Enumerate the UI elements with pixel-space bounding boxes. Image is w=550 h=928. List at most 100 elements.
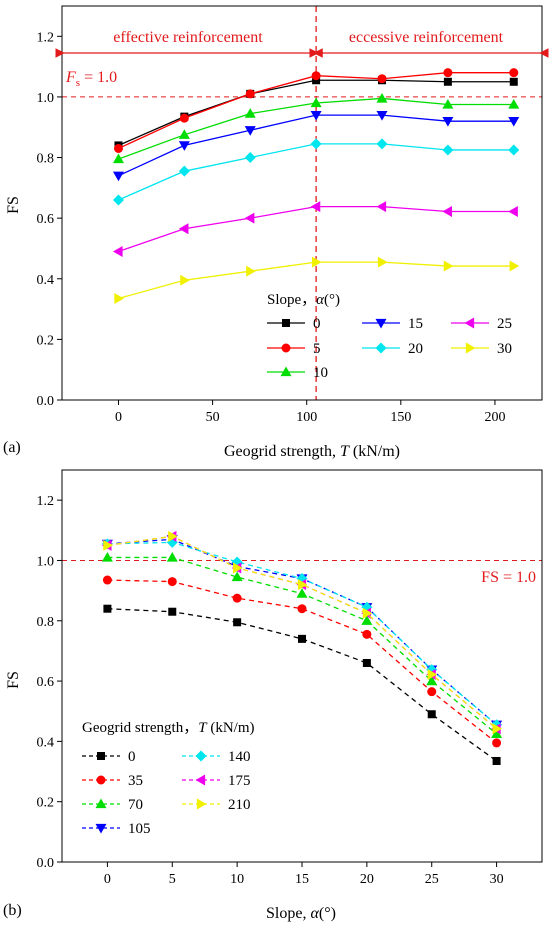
data-point-0 — [362, 658, 371, 667]
y-tick-label: 0.0 — [37, 394, 55, 409]
data-point-210 — [427, 668, 438, 680]
y-tick-label: 1.2 — [37, 494, 55, 509]
data-point-30 — [443, 260, 454, 272]
data-point-20 — [442, 144, 454, 156]
legend-label-35: 35 — [128, 773, 143, 789]
data-point-15 — [310, 110, 322, 121]
x-tick-label: 25 — [425, 872, 439, 887]
data-point-5 — [377, 74, 387, 84]
y-tick-label: 0.4 — [37, 273, 55, 288]
legend-marker-5 — [281, 343, 291, 353]
data-point-20 — [310, 138, 322, 150]
legend-marker-30 — [465, 342, 476, 354]
data-point-35 — [102, 575, 112, 585]
legend-label-140: 140 — [228, 749, 251, 765]
data-point-70 — [166, 551, 178, 562]
data-point-35 — [362, 629, 372, 639]
chart-b-x-ticks: 0 5 10 15 20 25 30 — [104, 862, 504, 887]
data-point-0 — [298, 634, 306, 643]
x-tick-label: 5 — [169, 872, 176, 887]
y-tick-label: 0.0 — [37, 856, 55, 871]
chart-b-x-axis-label: Slope, α(°) — [266, 905, 336, 922]
data-point-30 — [509, 260, 520, 272]
x-tick-label: 30 — [490, 872, 504, 887]
data-point-70 — [361, 615, 373, 625]
legend-marker-0 — [97, 752, 105, 760]
data-point-210 — [297, 579, 308, 591]
series-line-0 — [107, 608, 497, 762]
x-tick-label: 0 — [115, 410, 122, 425]
data-point-70 — [426, 675, 438, 686]
data-point-70 — [491, 728, 503, 738]
chart-a-plot-frame — [61, 5, 543, 401]
data-point-35 — [297, 604, 307, 614]
data-point-30 — [246, 265, 256, 277]
chart-a: 0 50 100 150 200 0.00.20.40.60.81.01.2 Geogr… — [3, 5, 549, 460]
data-point-210 — [233, 562, 243, 574]
data-point-30 — [311, 256, 322, 268]
data-point-20 — [508, 144, 520, 156]
chart-a-legend-title: Slope，α(°) — [267, 292, 340, 308]
x-tick-label: 0 — [104, 872, 111, 887]
data-point-10 — [310, 97, 322, 108]
series-line-210 — [107, 535, 498, 730]
data-point-25 — [112, 245, 123, 257]
data-point-0 — [509, 77, 518, 86]
x-tick-label: 20 — [360, 872, 374, 887]
data-point-210 — [168, 530, 178, 542]
data-point-35 — [167, 577, 177, 587]
x-tick-label: 100 — [296, 410, 317, 425]
data-point-30 — [114, 292, 124, 304]
x-tick-label: 15 — [295, 872, 309, 887]
chart-a-series — [112, 68, 520, 304]
chart-b-y-ticks: 0.0 0.2 0.4 0.6 0.8 1.0 1.2 — [37, 494, 62, 871]
chart-b-panel-label: (b) — [3, 902, 22, 919]
chart-b-legend: Geogrid strength，T (kN/m) 0 35 70 105 140 175… — [82, 720, 255, 837]
legend-marker-105 — [95, 823, 107, 834]
chart-a-y-ticks: 0.0 0.2 0.4 0.6 0.8 1.0 1.2 — [37, 30, 62, 409]
data-point-25 — [310, 201, 321, 213]
chart-a-x-ticks: 0 50 100 150 200 — [115, 400, 505, 425]
legend-label-5: 5 — [313, 341, 321, 357]
legend-marker-10 — [280, 366, 292, 377]
x-tick-label: 200 — [484, 410, 505, 425]
chart-a-panel-label: (a) — [3, 439, 21, 456]
data-point-30 — [377, 256, 388, 268]
data-point-0 — [233, 618, 242, 627]
data-point-10 — [244, 108, 256, 118]
y-tick-label: 0.2 — [37, 796, 55, 811]
y-tick-label: 0.8 — [37, 615, 55, 630]
data-point-210 — [103, 539, 113, 551]
legend-marker-0 — [282, 319, 290, 327]
data-point-25 — [178, 223, 189, 235]
data-point-15 — [244, 126, 256, 136]
chart-b-y-axis-label: FS — [5, 671, 22, 689]
data-point-210 — [492, 723, 503, 735]
data-point-25 — [508, 205, 518, 217]
data-point-10 — [178, 129, 190, 139]
y-tick-label: 1.0 — [37, 91, 55, 106]
legend-label-25: 25 — [497, 316, 512, 332]
data-point-5 — [179, 113, 189, 123]
legend-marker-175 — [195, 774, 206, 786]
data-point-0 — [427, 710, 436, 719]
data-point-10 — [508, 99, 520, 109]
chart-a-region-right-label: eccessive reinforcement — [349, 29, 504, 46]
data-point-0 — [312, 76, 321, 85]
chart-b-legend-title: Geogrid strength，T (kN/m) — [82, 720, 255, 736]
data-point-5 — [509, 68, 519, 78]
chart-a-y-axis-label: FS — [5, 196, 22, 214]
y-tick-label: 0.6 — [37, 675, 55, 690]
y-tick-label: 0.2 — [37, 333, 55, 348]
data-point-10 — [376, 92, 388, 103]
data-point-20 — [178, 165, 190, 177]
legend-label-105: 105 — [128, 821, 151, 837]
data-point-0 — [443, 77, 452, 86]
data-point-0 — [103, 604, 112, 613]
chart-b: 0 5 10 15 20 25 30 0.0 0.2 0.4 0.6 0.8 1.0 1.2 Slope… — [3, 469, 543, 922]
data-point-0 — [492, 756, 501, 765]
legend-marker-210 — [196, 798, 207, 810]
data-point-15 — [112, 171, 124, 182]
data-point-30 — [180, 274, 190, 286]
